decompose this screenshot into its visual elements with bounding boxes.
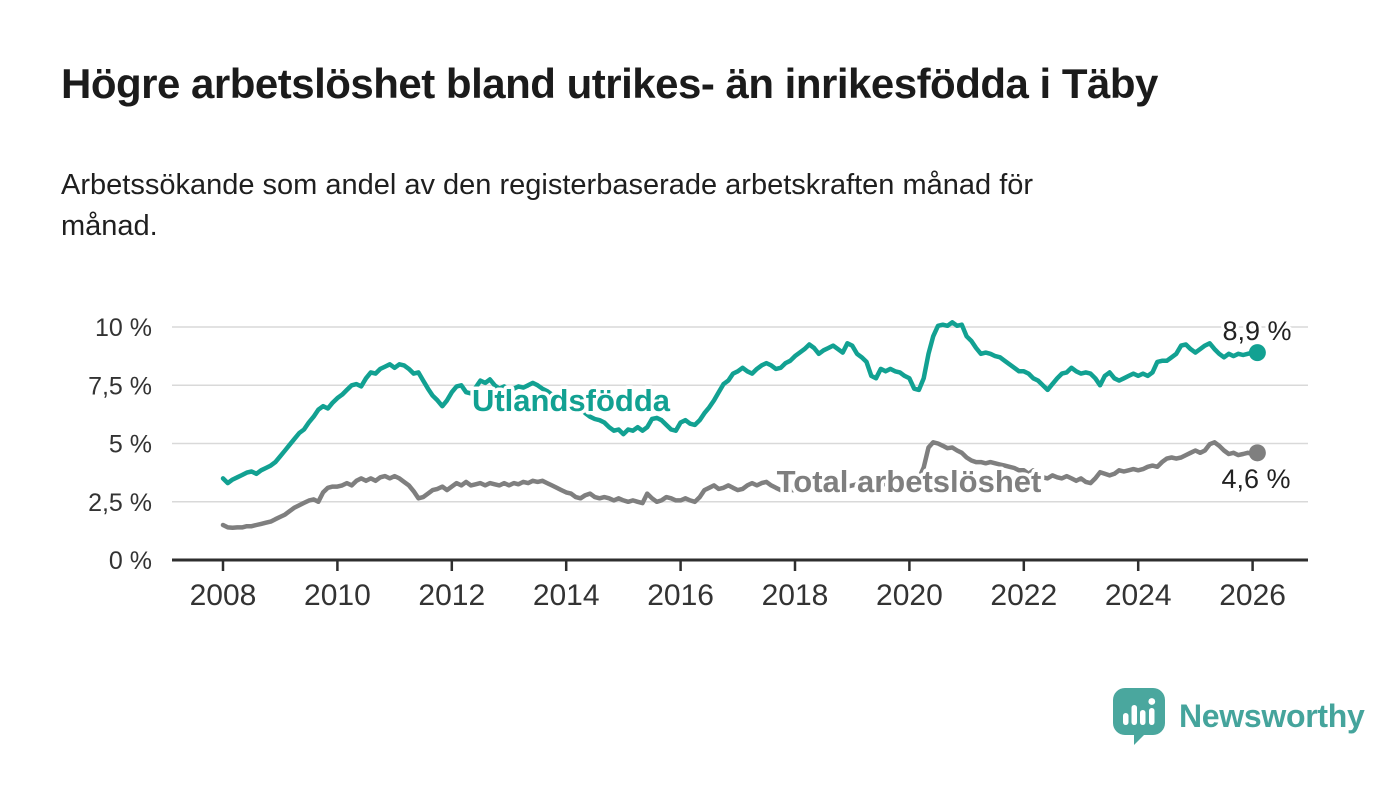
bar-1 [1123, 712, 1129, 725]
y-tick-label: 7,5 % [88, 372, 152, 400]
series-end-value-utlandsfodda: 8,9 % [1222, 316, 1291, 346]
x-tick-label: 2010 [304, 579, 371, 612]
series-line-total [220, 440, 1260, 531]
x-tick-label: 2014 [533, 579, 600, 612]
x-tick-label: 2018 [762, 579, 829, 612]
y-tick-label: 10 % [95, 314, 152, 342]
series-label-total: Total arbetslöshet [777, 464, 1042, 499]
exclamation-bar [1149, 707, 1155, 725]
x-tick-label: 2024 [1105, 579, 1172, 612]
x-tick-label: 2022 [990, 579, 1057, 612]
y-tick-label: 2,5 % [88, 489, 152, 517]
series-end-dot-total [1248, 444, 1266, 462]
x-tick-label: 2026 [1219, 579, 1286, 612]
x-tick-label: 2008 [190, 579, 257, 612]
bar-2 [1131, 704, 1137, 725]
series-end-dot-utlandsfodda [1248, 344, 1266, 362]
bar-3 [1140, 709, 1146, 725]
speech-bubble-shape [1113, 687, 1165, 745]
y-tick-label: 5 % [109, 431, 152, 459]
chart-title: Högre arbetslöshet bland utrikes- än inr… [61, 60, 1158, 107]
newsworthy-logo-icon [1113, 687, 1165, 745]
subtitle-line-1: Arbetssökande som andel av den registerb… [61, 169, 1034, 201]
brand-name: Newsworthy [1179, 697, 1365, 734]
x-tick-label: 2020 [876, 579, 943, 612]
x-tick-label: 2012 [418, 579, 485, 612]
exclamation-dot [1148, 697, 1156, 705]
subtitle-line-2: månad. [61, 210, 158, 243]
chart-subtitle: Arbetssökande som andel av den registerb… [61, 165, 1251, 247]
series-line-utlandsfodda [220, 320, 1260, 486]
x-tick-label: 2016 [647, 579, 714, 612]
series-end-value-total: 4,6 % [1221, 464, 1290, 494]
brand-footer: Newsworthy [1113, 687, 1365, 745]
series-label-utlandsfodda: Utlandsfödda [472, 383, 671, 418]
y-tick-label: 0 % [109, 547, 152, 575]
